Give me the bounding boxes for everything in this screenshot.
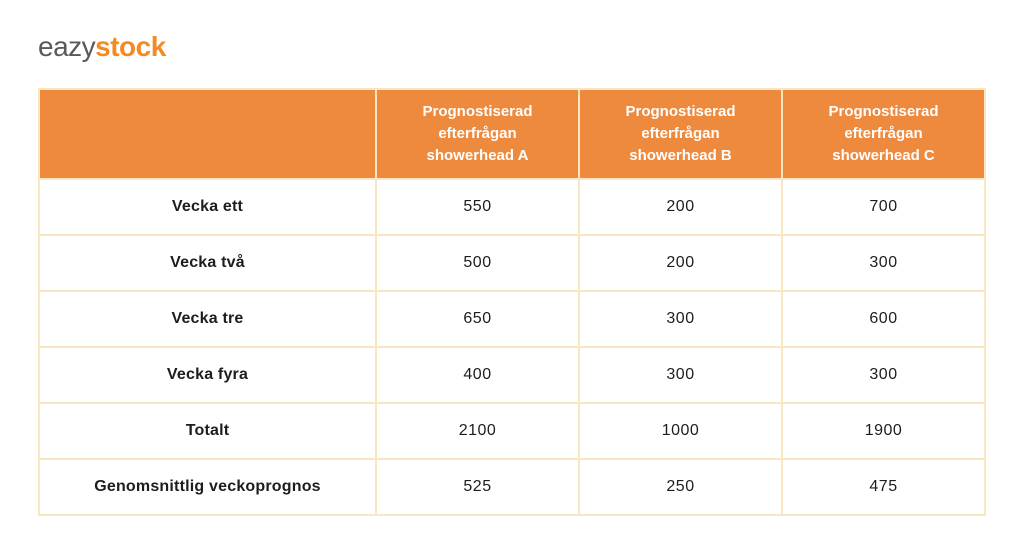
table-row-genomsnittlig-veckoprognos: Genomsnittlig veckoprognos 525 250 475 xyxy=(38,458,986,516)
cell-value: 650 xyxy=(375,290,580,348)
cell-value: 2100 xyxy=(375,402,580,460)
cell-value: 300 xyxy=(781,346,986,404)
table-row-vecka-tva: Vecka två 500 200 300 xyxy=(38,234,986,292)
table-row-totalt: Totalt 2100 1000 1900 xyxy=(38,402,986,460)
cell-value: 1900 xyxy=(781,402,986,460)
column-header-showerhead-b: Prognostiserad efterfrågan showerhead B xyxy=(578,88,783,180)
cell-value: 300 xyxy=(578,346,783,404)
table-row-vecka-fyra: Vecka fyra 400 300 300 xyxy=(38,346,986,404)
table-row-vecka-ett: Vecka ett 550 200 700 xyxy=(38,178,986,236)
column-header-blank xyxy=(38,88,377,180)
row-label: Vecka fyra xyxy=(38,346,377,404)
cell-value: 250 xyxy=(578,458,783,516)
cell-value: 550 xyxy=(375,178,580,236)
table-header-row: Prognostiserad efterfrågan showerhead A … xyxy=(38,88,986,180)
logo-text-stock: stock xyxy=(95,31,166,62)
row-label: Vecka två xyxy=(38,234,377,292)
demand-forecast-table: Prognostiserad efterfrågan showerhead A … xyxy=(38,88,986,516)
cell-value: 525 xyxy=(375,458,580,516)
table-row-vecka-tre: Vecka tre 650 300 600 xyxy=(38,290,986,348)
row-label: Vecka tre xyxy=(38,290,377,348)
column-header-showerhead-c: Prognostiserad efterfrågan showerhead C xyxy=(781,88,986,180)
row-label: Genomsnittlig veckoprognos xyxy=(38,458,377,516)
cell-value: 400 xyxy=(375,346,580,404)
cell-value: 1000 xyxy=(578,402,783,460)
logo-text-eazy: eazy xyxy=(38,31,96,62)
cell-value: 200 xyxy=(578,234,783,292)
cell-value: 700 xyxy=(781,178,986,236)
row-label: Vecka ett xyxy=(38,178,377,236)
cell-value: 300 xyxy=(781,234,986,292)
row-label: Totalt xyxy=(38,402,377,460)
eazystock-logo: eazystock xyxy=(38,33,166,61)
cell-value: 600 xyxy=(781,290,986,348)
cell-value: 500 xyxy=(375,234,580,292)
column-header-showerhead-a: Prognostiserad efterfrågan showerhead A xyxy=(375,88,580,180)
cell-value: 475 xyxy=(781,458,986,516)
cell-value: 200 xyxy=(578,178,783,236)
cell-value: 300 xyxy=(578,290,783,348)
